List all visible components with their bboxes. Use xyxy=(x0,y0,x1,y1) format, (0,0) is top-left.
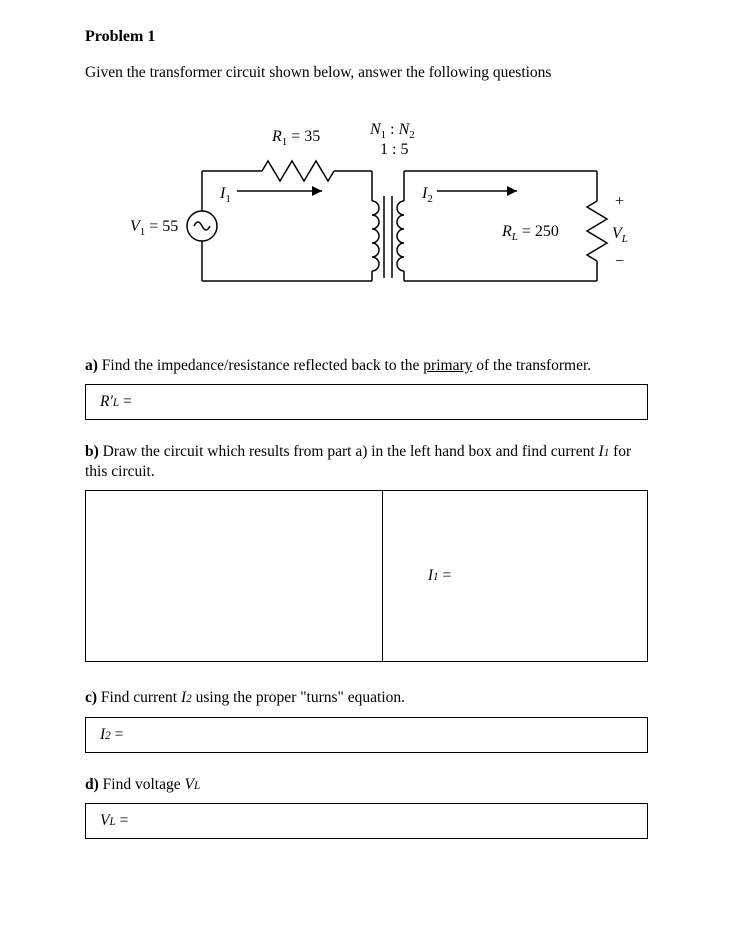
part-a-answer-box[interactable]: R′L = xyxy=(85,384,648,420)
part-c-answer-symbol: I2 = xyxy=(100,726,123,744)
vl-minus: − xyxy=(615,253,624,270)
turns-ratio-top: N1 : N2 xyxy=(369,121,415,141)
part-d-answer-symbol: VL = xyxy=(100,812,128,830)
part-b-answer-symbol: I1 = xyxy=(428,567,451,585)
rl-label: RL = 250 xyxy=(501,223,559,243)
part-a-text: a) Find the impedance/resistance reflect… xyxy=(85,356,648,376)
v1-label: V1 = 55 xyxy=(130,218,178,238)
page: Problem 1 Given the transformer circuit … xyxy=(0,0,733,945)
part-d-answer-box[interactable]: VL = xyxy=(85,803,648,839)
part-a-answer-symbol: R′L = xyxy=(100,393,132,411)
circuit-diagram: V1 = 55 R1 = 35 N1 : N2 1 : 5 I1 I2 RL =… xyxy=(102,106,632,316)
vl-label: VL xyxy=(612,225,628,245)
part-d-text: d) Find voltage VL xyxy=(85,775,648,795)
problem-title: Problem 1 xyxy=(85,28,648,46)
part-b-answer-box[interactable]: I1 = xyxy=(85,490,648,662)
i2-label: I2 xyxy=(421,185,433,205)
turns-ratio-bottom: 1 : 5 xyxy=(380,141,408,158)
i1-label: I1 xyxy=(219,185,231,205)
vl-plus: + xyxy=(615,193,624,210)
r1-label: R1 = 35 xyxy=(271,128,320,148)
problem-prompt: Given the transformer circuit shown belo… xyxy=(85,64,648,82)
part-c-text: c) Find current I2 using the proper "tur… xyxy=(85,688,648,708)
part-b-draw-area[interactable] xyxy=(86,491,383,661)
part-b-i1-area[interactable]: I1 = xyxy=(383,491,647,661)
part-c-answer-box[interactable]: I2 = xyxy=(85,717,648,753)
part-b-text: b) Draw the circuit which results from p… xyxy=(85,442,648,482)
